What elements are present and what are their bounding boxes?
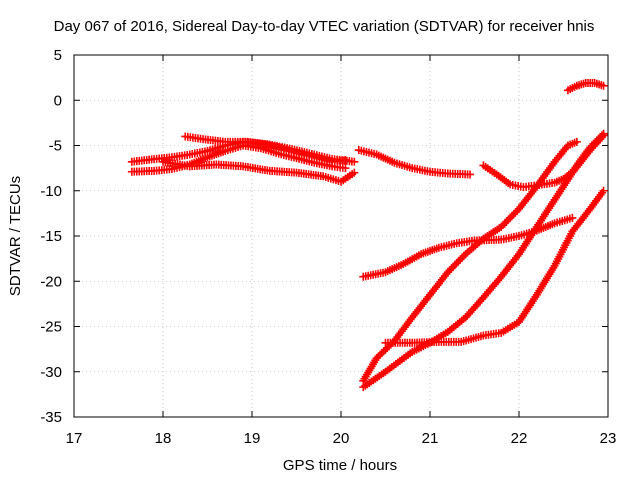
y-tick-label: -20 xyxy=(40,273,62,290)
data-point xyxy=(568,213,577,222)
y-axis: 5 0 -5 -10 -15 -20 -25 -30 -35 xyxy=(40,47,608,426)
data-point xyxy=(599,186,608,195)
y-tick-label: 5 xyxy=(54,47,62,64)
y-tick-label: -15 xyxy=(40,228,62,245)
y-tick-label: -25 xyxy=(40,319,62,336)
x-axis: 17 18 19 20 21 22 23 xyxy=(66,55,617,447)
data-point xyxy=(459,251,468,260)
y-tick-label: 0 xyxy=(54,92,62,109)
data-series xyxy=(354,146,475,179)
data-point xyxy=(504,215,513,224)
x-axis-label: GPS time / hours xyxy=(283,457,397,474)
data-point xyxy=(447,264,456,273)
data-point xyxy=(452,259,461,268)
data-point xyxy=(466,170,475,179)
data-point xyxy=(458,253,467,262)
data-point xyxy=(506,213,515,222)
data-point xyxy=(509,210,518,219)
x-tick-label: 21 xyxy=(422,430,439,447)
x-tick-label: 22 xyxy=(511,430,528,447)
chart-title: Day 067 of 2016, Sidereal Day-to-day VTE… xyxy=(54,18,595,35)
x-tick-label: 20 xyxy=(333,430,350,447)
data-point xyxy=(500,219,509,228)
y-tick-label: -30 xyxy=(40,364,62,381)
data-point xyxy=(599,81,608,90)
x-tick-label: 23 xyxy=(600,430,617,447)
data-point xyxy=(599,131,608,140)
data-series xyxy=(359,213,577,281)
x-tick-label: 19 xyxy=(244,430,261,447)
data-series xyxy=(381,186,608,347)
data-point xyxy=(597,133,606,142)
x-tick-label: 18 xyxy=(155,430,172,447)
y-tick-label: -35 xyxy=(40,409,62,426)
data-series xyxy=(563,79,608,95)
y-axis-label: SDTVAR / TECUs xyxy=(7,176,24,296)
data-series xyxy=(159,157,359,186)
data-point xyxy=(507,212,516,221)
data-series xyxy=(181,132,359,166)
data-points xyxy=(127,79,608,392)
data-point xyxy=(449,262,458,271)
data-series xyxy=(359,131,608,392)
data-point xyxy=(497,222,506,231)
data-point xyxy=(350,157,359,166)
x-tick-label: 17 xyxy=(66,430,83,447)
y-tick-label: -10 xyxy=(40,183,62,200)
data-series xyxy=(359,137,581,385)
data-point xyxy=(511,208,520,217)
data-point xyxy=(350,168,359,177)
data-point xyxy=(450,260,459,269)
data-point xyxy=(572,137,581,146)
data-point xyxy=(498,221,507,230)
data-point xyxy=(341,164,350,173)
data-point xyxy=(502,217,511,226)
y-tick-label: -5 xyxy=(49,138,62,155)
data-point xyxy=(445,266,454,275)
data-point xyxy=(454,257,463,266)
data-point xyxy=(443,268,452,277)
data-point xyxy=(456,255,465,264)
